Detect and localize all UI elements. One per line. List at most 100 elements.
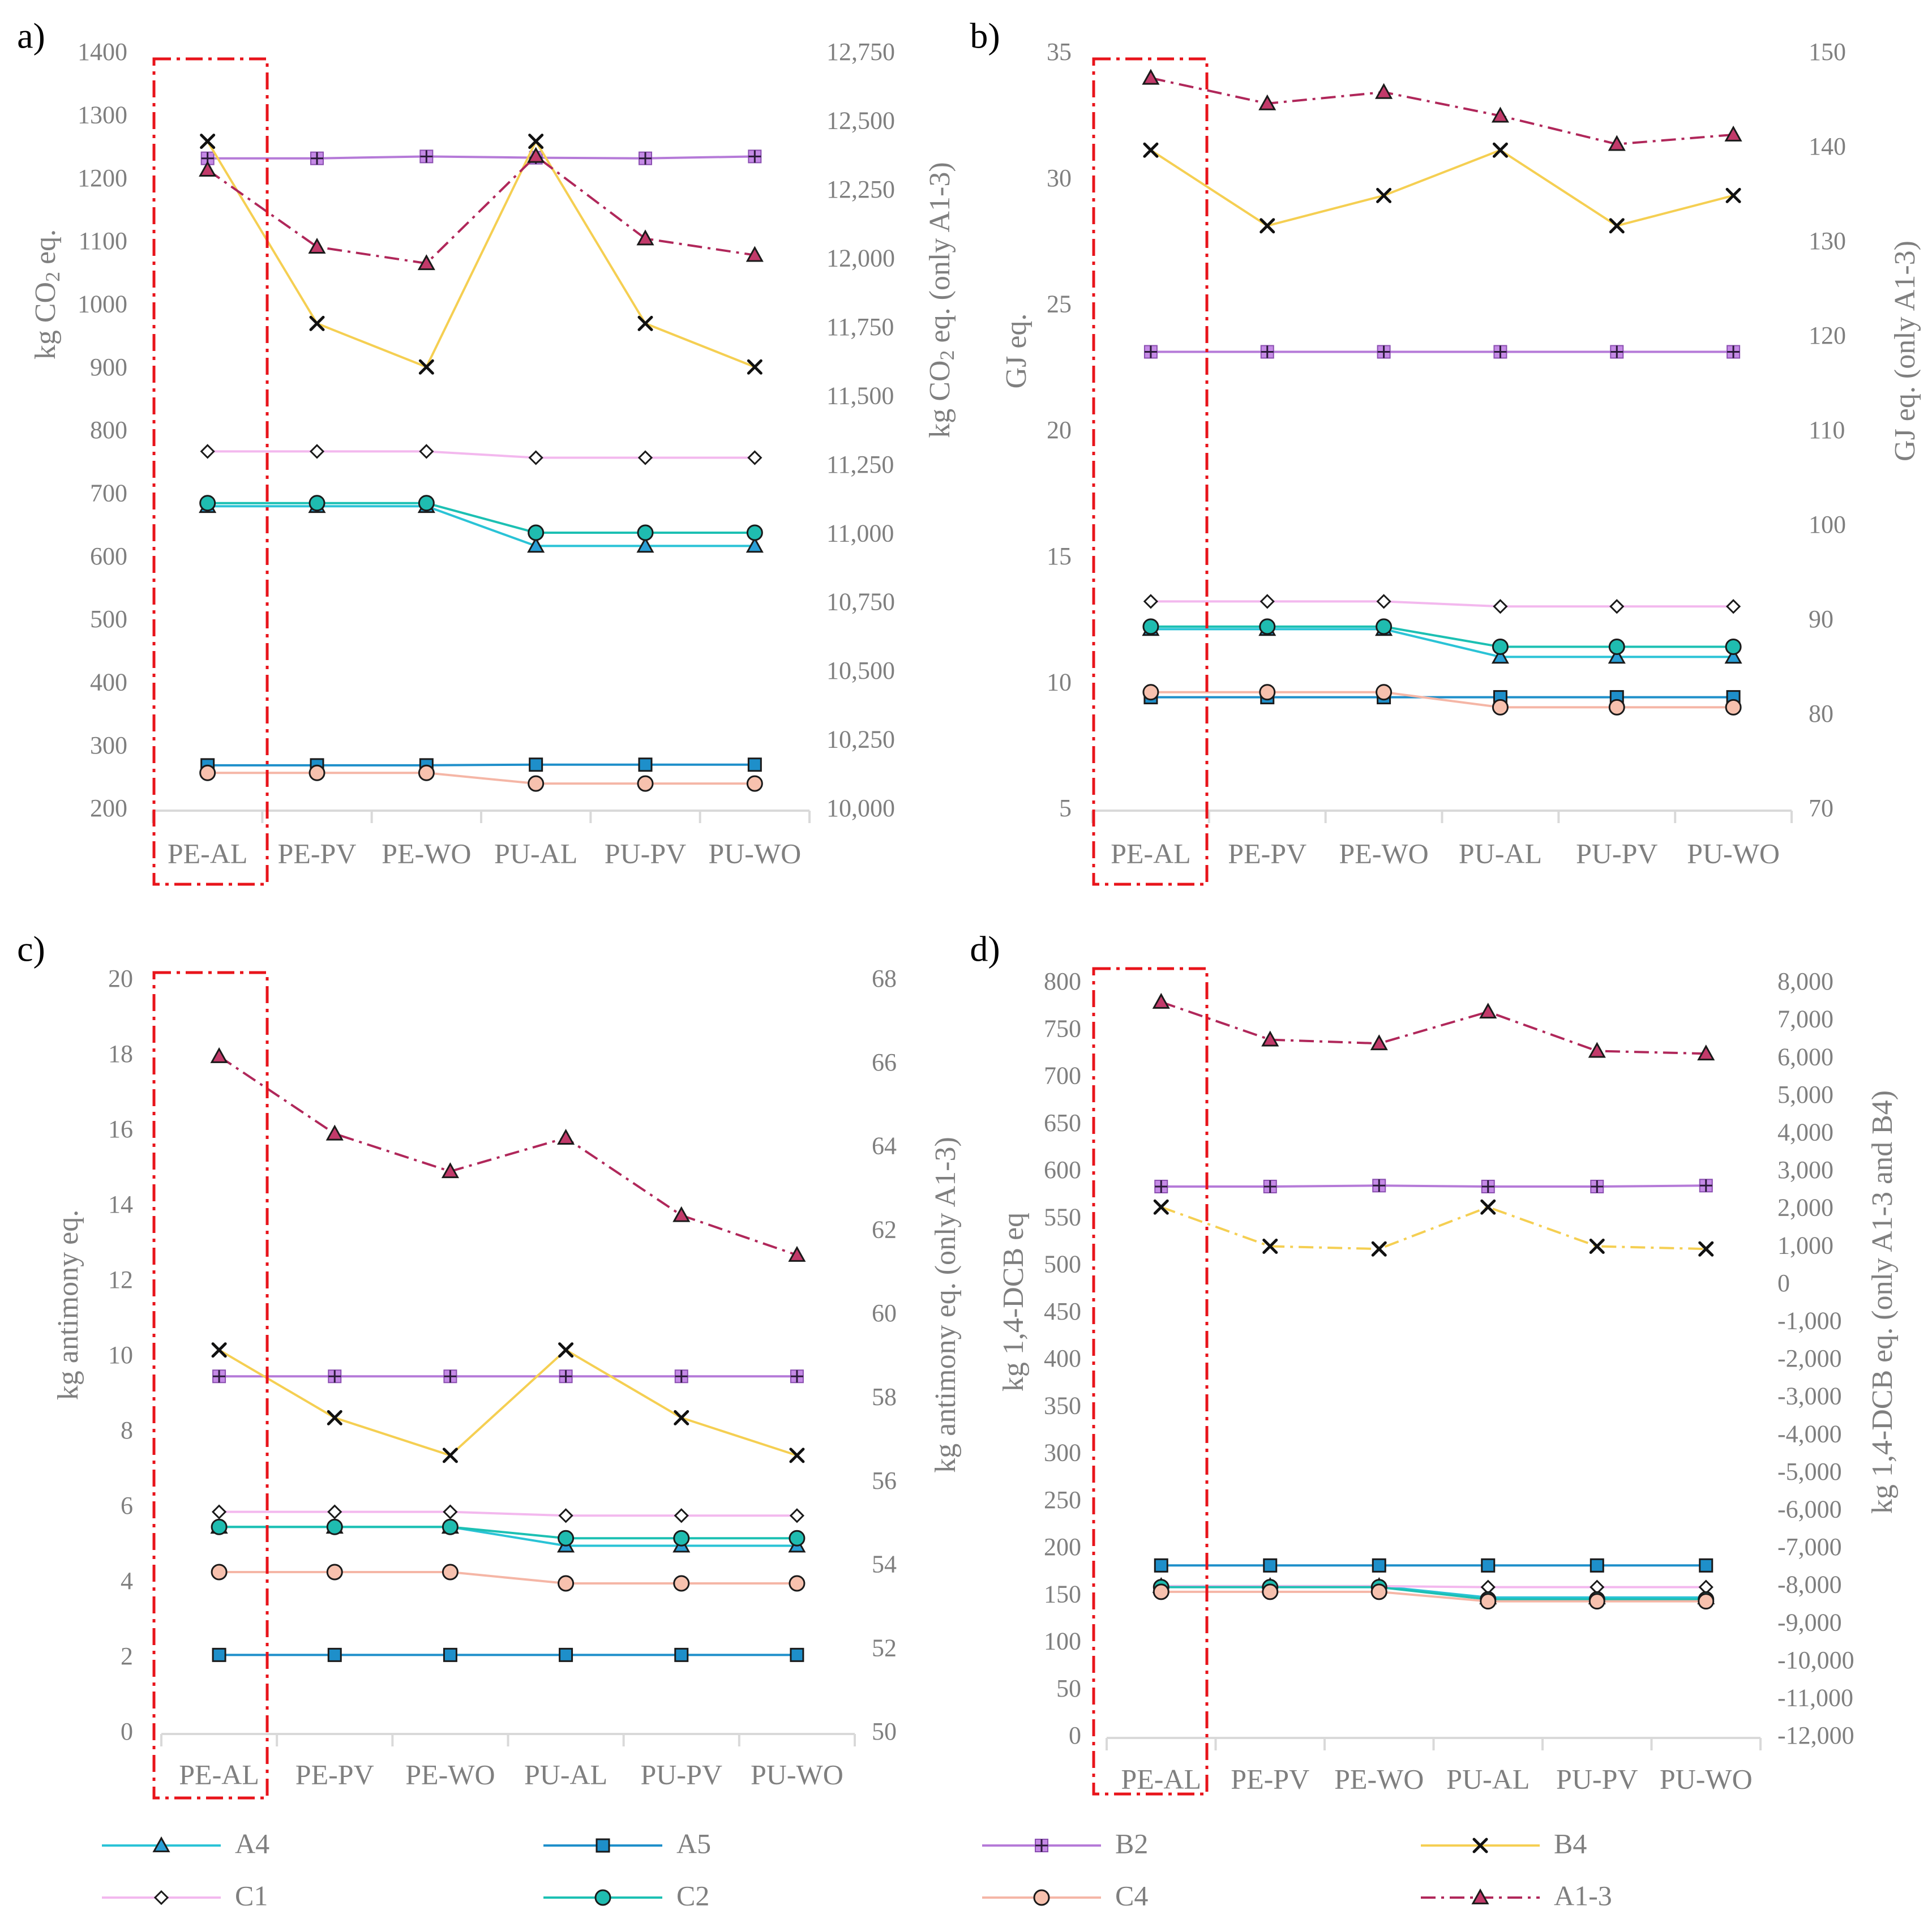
series-line-a4 bbox=[1150, 628, 1734, 658]
data-point-a5 bbox=[559, 1647, 573, 1662]
series-b2 bbox=[200, 149, 762, 165]
data-point-c2 bbox=[789, 1530, 806, 1547]
data-point-b2 bbox=[1727, 345, 1741, 359]
data-point-a5 bbox=[674, 1647, 689, 1662]
y-right-tick-label: -3,000 bbox=[1777, 1382, 1842, 1410]
data-point-a13 bbox=[672, 1206, 691, 1222]
data-point-a5 bbox=[1699, 1558, 1713, 1573]
x-tick-label: PE-AL bbox=[1121, 1763, 1201, 1795]
highlight-box-pe-al bbox=[152, 971, 269, 1800]
y-left-tick-label: 300 bbox=[90, 731, 127, 759]
y-left-tick-label: 4 bbox=[121, 1567, 133, 1595]
y-right-tick-label: -10,000 bbox=[1777, 1646, 1854, 1674]
y-right-tick-label: -1,000 bbox=[1777, 1307, 1842, 1334]
series-line-c4 bbox=[1161, 1590, 1706, 1603]
data-point-a13 bbox=[636, 229, 654, 246]
series-b4 bbox=[200, 134, 762, 375]
y-right-tick-label: 11,750 bbox=[826, 313, 894, 341]
data-point-a13 bbox=[308, 237, 326, 254]
data-point-c4 bbox=[1480, 1593, 1497, 1610]
data-point-c4 bbox=[1262, 1583, 1279, 1600]
data-point-c4 bbox=[558, 1575, 575, 1592]
series-c2 bbox=[1153, 1579, 1715, 1608]
data-point-b2 bbox=[443, 1369, 457, 1384]
x-tick-label: PU-AL bbox=[1446, 1763, 1530, 1795]
legend-label: B2 bbox=[1115, 1827, 1148, 1859]
panel-label: c) bbox=[17, 929, 45, 969]
x-tick-label: PE-PV bbox=[1231, 1763, 1309, 1795]
x-tick-label: PU-PV bbox=[641, 1758, 722, 1790]
chart-panel-b: b) PE-AL PE-PV PE-WO PU-AL PU-PV PU-WO 5 10 15 20 2… bbox=[970, 16, 1921, 886]
data-point-c2 bbox=[1376, 618, 1393, 635]
data-point-b4 bbox=[327, 1410, 342, 1425]
series-line-a13 bbox=[1160, 1001, 1706, 1055]
data-point-a13 bbox=[1152, 992, 1170, 1009]
x-tick-label: PU-AL bbox=[524, 1758, 607, 1790]
data-point-c4 bbox=[1698, 1593, 1715, 1610]
data-point-c4 bbox=[418, 764, 435, 781]
y-left-axis-title: kg CO2 eq. bbox=[29, 229, 64, 359]
y-right-tick-label: 4,000 bbox=[1777, 1118, 1834, 1146]
highlight-box-pe-al bbox=[1092, 57, 1209, 886]
data-point-a5 bbox=[443, 1647, 457, 1662]
data-point-c4 bbox=[528, 775, 545, 792]
data-point-c1 bbox=[419, 444, 434, 459]
y-right-axis-title: kg antimony eq. (only A1-3) bbox=[929, 1137, 962, 1473]
series-line-c4 bbox=[219, 1571, 797, 1585]
y-right-tick-label: 110 bbox=[1809, 416, 1845, 444]
data-point-b2 bbox=[639, 151, 652, 165]
data-point-c1 bbox=[747, 450, 762, 465]
data-point-a13 bbox=[557, 1128, 575, 1145]
data-point-a13 bbox=[417, 254, 435, 271]
series-c1 bbox=[1143, 594, 1741, 614]
y-left-tick-label: 100 bbox=[1044, 1628, 1081, 1655]
y-left-tick-label: 8 bbox=[121, 1416, 133, 1444]
data-point-b4 bbox=[1371, 1241, 1387, 1257]
y-right-tick-label: 120 bbox=[1809, 322, 1846, 349]
series-c1 bbox=[211, 1504, 805, 1523]
data-point-a13 bbox=[199, 160, 217, 177]
data-point-c2 bbox=[558, 1530, 575, 1547]
x-tick-label: PU-WO bbox=[708, 837, 801, 869]
data-point-b2 bbox=[328, 1369, 342, 1384]
legend-item-a4: A4 bbox=[102, 1827, 269, 1859]
data-point-a13 bbox=[1588, 1042, 1606, 1058]
data-point-b4 bbox=[1260, 218, 1275, 234]
data-point-b4 bbox=[747, 359, 762, 375]
y-left-tick-label: 200 bbox=[1044, 1533, 1081, 1561]
data-point-a13 bbox=[1479, 1003, 1497, 1019]
panel-label: a) bbox=[17, 16, 45, 56]
y-left-tick-label: 450 bbox=[1044, 1298, 1081, 1325]
data-point-c1 bbox=[211, 1504, 227, 1519]
y-right-tick-label: 10,000 bbox=[826, 794, 895, 822]
data-point-c1 bbox=[443, 1504, 458, 1519]
series-a13 bbox=[199, 147, 764, 271]
legend-item-c4: C4 bbox=[982, 1879, 1148, 1911]
y-left-tick-label: 16 bbox=[108, 1115, 133, 1143]
y-right-tick-label: 11,500 bbox=[826, 382, 894, 409]
data-point-c2 bbox=[1142, 618, 1159, 635]
legend-item-a13: A1-3 bbox=[1421, 1879, 1612, 1911]
highlight-box-pe-al bbox=[152, 57, 269, 886]
data-point-a13 bbox=[1697, 1044, 1715, 1061]
data-point-a13 bbox=[527, 147, 545, 163]
data-point-c4 bbox=[1376, 684, 1393, 701]
x-tick-label: PU-WO bbox=[751, 1758, 843, 1790]
data-point-b4 bbox=[211, 1342, 227, 1358]
data-point-a5 bbox=[1481, 1558, 1496, 1573]
x-tick-label: PE-AL bbox=[1111, 837, 1191, 869]
series-line-b4 bbox=[206, 140, 756, 369]
y-left-tick-label: 10 bbox=[1047, 668, 1072, 696]
data-point-a5 bbox=[212, 1647, 226, 1662]
y-left-tick-label: 18 bbox=[108, 1040, 133, 1068]
y-left-tick-label: 1100 bbox=[79, 227, 127, 255]
series-c4 bbox=[1153, 1583, 1715, 1610]
series-line-c2 bbox=[207, 502, 755, 534]
chart-panel-a: a) PE-AL PE-PV PE-WO PU-AL PU-PV PU-WO 200 300 40… bbox=[17, 16, 958, 886]
data-point-c2 bbox=[199, 495, 216, 512]
y-right-tick-label: 140 bbox=[1809, 132, 1846, 160]
data-point-b2 bbox=[310, 151, 324, 165]
y-right-tick-label: 62 bbox=[872, 1215, 897, 1243]
y-left-tick-label: 400 bbox=[90, 668, 127, 696]
data-point-a13 bbox=[746, 246, 764, 262]
